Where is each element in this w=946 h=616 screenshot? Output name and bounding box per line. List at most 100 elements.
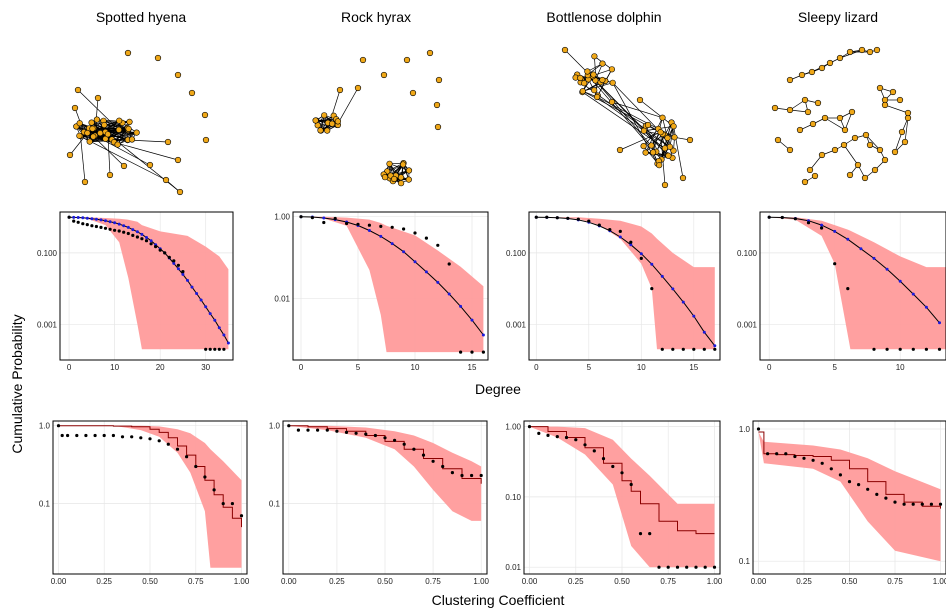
- network-node: [426, 49, 434, 57]
- observed-point: [574, 438, 578, 442]
- observed-point: [103, 226, 108, 230]
- envelope-band: [288, 425, 482, 521]
- network-node: [116, 117, 123, 124]
- network-edge: [809, 154, 823, 171]
- observed-point: [157, 439, 161, 443]
- network-node: [125, 125, 132, 132]
- network-node: [66, 151, 74, 159]
- observed-point: [154, 245, 158, 249]
- observed-point: [333, 216, 337, 221]
- observed-point: [618, 229, 622, 233]
- observed-point: [335, 429, 339, 433]
- model-point: [217, 326, 221, 330]
- model-point: [322, 216, 326, 220]
- observed-point: [566, 216, 570, 220]
- network-node: [397, 174, 405, 181]
- observed-point: [72, 219, 76, 223]
- network-node: [329, 120, 336, 127]
- network-edge: [652, 117, 663, 153]
- network-node: [821, 114, 829, 122]
- envelope-band: [301, 216, 484, 353]
- network-edge: [595, 80, 657, 152]
- observed-point: [692, 347, 696, 351]
- observed-point: [213, 347, 217, 351]
- network-node: [873, 46, 881, 54]
- observed-point: [239, 514, 244, 518]
- model-point: [671, 287, 675, 291]
- observed-point: [172, 259, 176, 263]
- observed-point: [703, 565, 707, 569]
- network-node: [591, 87, 598, 94]
- observed-point: [460, 473, 464, 478]
- observed-point: [122, 230, 126, 234]
- network-edge: [79, 135, 167, 181]
- observed-point: [149, 242, 153, 246]
- observed-point: [167, 255, 171, 259]
- network-node: [671, 134, 678, 141]
- panel-plot-area: [56, 424, 244, 568]
- model-point: [81, 216, 85, 220]
- network-edge: [844, 111, 853, 131]
- observed-point: [310, 216, 314, 220]
- network-node: [811, 172, 819, 180]
- y-tick-label: 0.100: [506, 249, 527, 258]
- model-point: [402, 250, 406, 254]
- y-tick-label: 1.00: [274, 213, 290, 222]
- panel-clustering-hyrax: 0.00 0.25 0.50 0.75 1.00 0.1 1.0: [269, 420, 490, 586]
- network-node: [312, 117, 319, 124]
- observed-point: [364, 432, 368, 436]
- panel-plot-area: [756, 427, 943, 562]
- network-node: [599, 76, 606, 84]
- observed-point: [296, 428, 300, 432]
- network-edge: [91, 122, 128, 129]
- observed-point: [431, 459, 435, 463]
- network-edge: [336, 87, 359, 126]
- model-point: [135, 230, 139, 234]
- model-line: [536, 216, 716, 347]
- network-node: [86, 138, 93, 145]
- network-node: [400, 161, 407, 168]
- observed-point: [176, 263, 180, 267]
- network-node: [101, 121, 108, 129]
- panel-frame: [282, 420, 488, 575]
- observed-point: [354, 431, 358, 435]
- network-node: [126, 118, 133, 125]
- observed-point: [534, 215, 538, 219]
- observed-point: [675, 565, 680, 569]
- observed-point: [802, 456, 806, 460]
- network-node: [659, 114, 666, 121]
- observed-point: [820, 461, 824, 465]
- x-tick-label: 0.75: [660, 577, 676, 586]
- network-edge: [639, 99, 674, 127]
- y-tick-label: 0.1: [39, 500, 51, 509]
- network-node: [806, 166, 814, 174]
- observed-point: [413, 231, 417, 235]
- network-node: [679, 174, 687, 182]
- observed-point: [140, 237, 144, 241]
- network-node: [577, 74, 584, 82]
- observed-point: [379, 224, 383, 228]
- network-node: [174, 156, 182, 164]
- network-node: [93, 116, 100, 123]
- panel-clustering-lizard: 0.00 0.25 0.50 0.75 1.00 0.1 1.0: [739, 420, 946, 586]
- model-point: [481, 333, 485, 337]
- observed-point: [898, 347, 902, 351]
- network-node: [796, 126, 804, 134]
- model-point: [681, 300, 685, 304]
- network-node: [664, 134, 671, 142]
- network-node: [786, 106, 794, 114]
- x-tick-label: 0.75: [425, 577, 441, 586]
- network-edge: [77, 89, 120, 131]
- model-point: [199, 298, 203, 302]
- observed-point: [780, 215, 784, 220]
- panel-plot-area: [534, 215, 717, 351]
- network-node: [317, 127, 324, 134]
- x-tick-label: 20: [156, 363, 165, 372]
- observed-point: [793, 454, 797, 459]
- observed-point: [102, 433, 106, 438]
- model-point: [702, 330, 706, 334]
- network-node: [804, 108, 812, 116]
- network-node: [881, 156, 889, 164]
- network-node: [846, 48, 854, 56]
- observed-point: [712, 565, 717, 569]
